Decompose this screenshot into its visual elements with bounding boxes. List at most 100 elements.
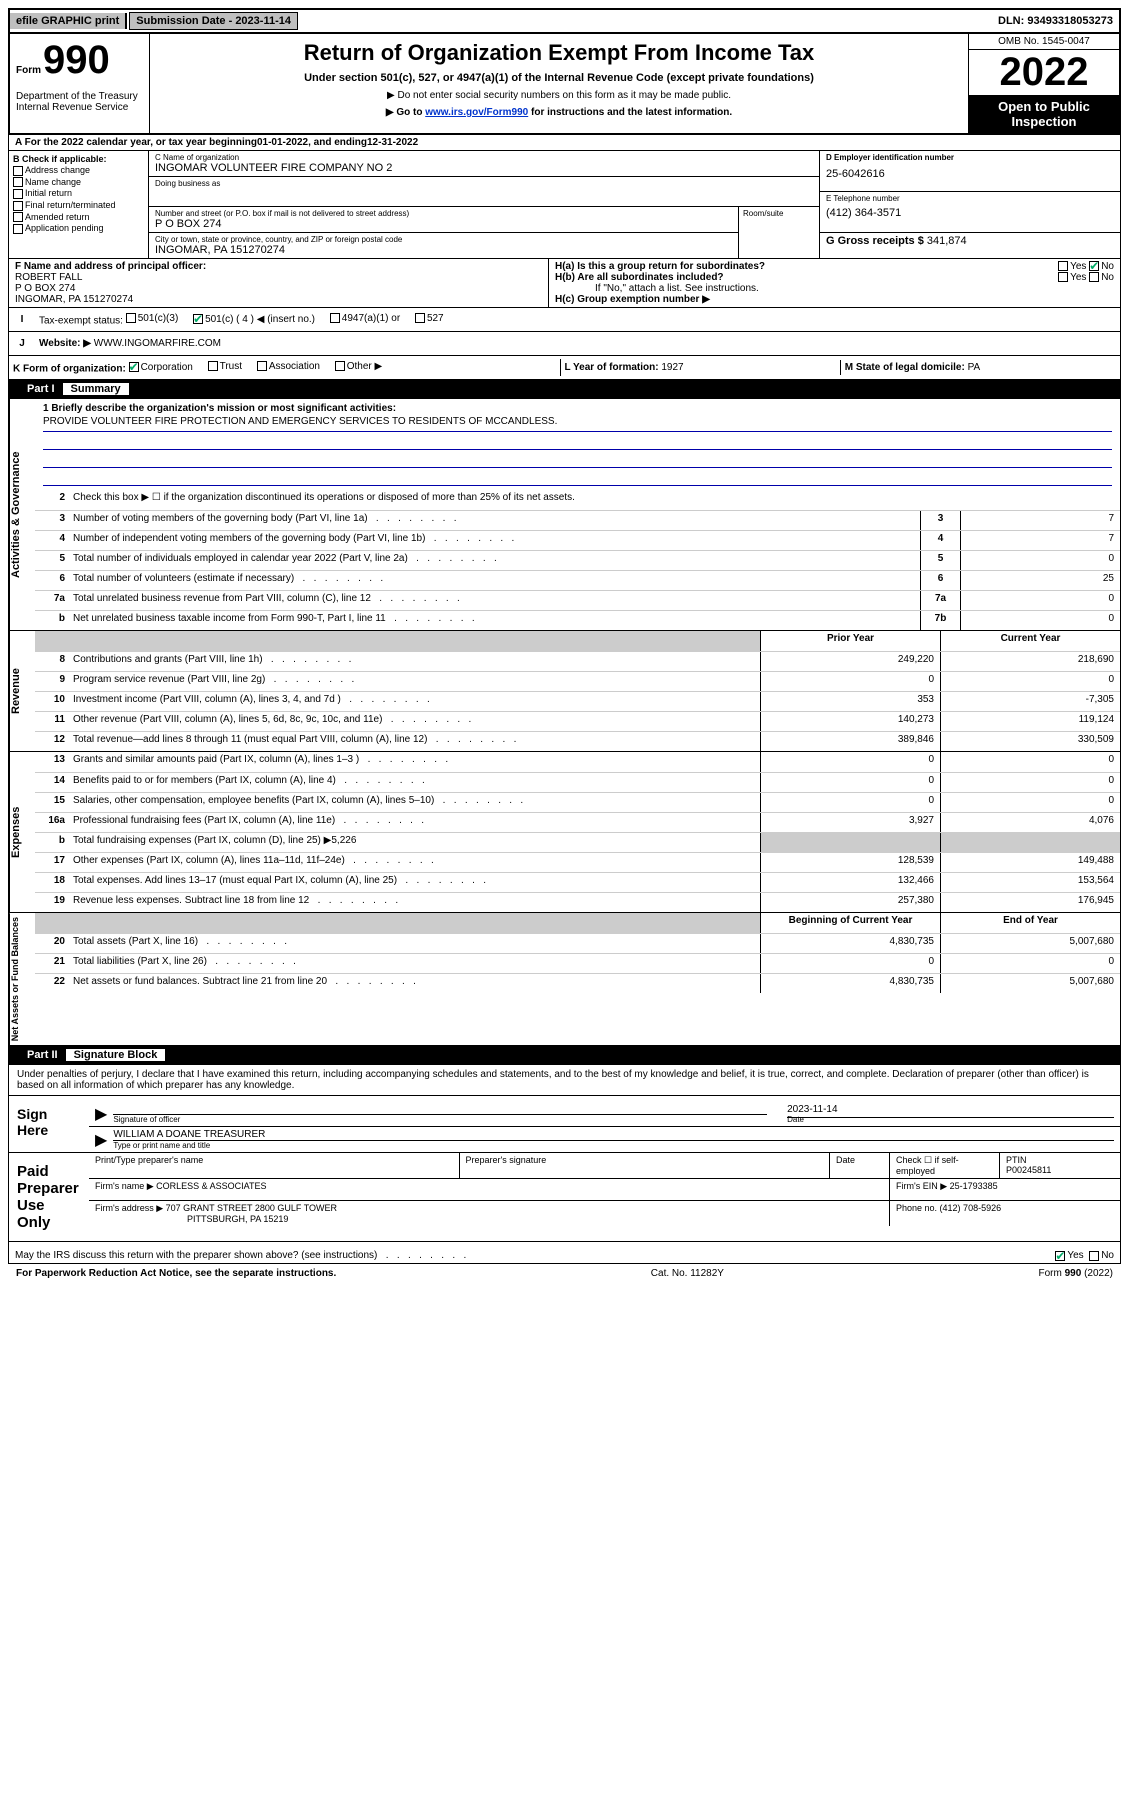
prep-h5: PTINP00245811	[1000, 1153, 1120, 1178]
na-line: 22Net assets or fund balances. Subtract …	[35, 973, 1120, 993]
line-k: K Form of organization: Corporation Trus…	[9, 359, 561, 377]
chk-app-pending[interactable]: Application pending	[13, 223, 144, 234]
gov-line: bNet unrelated business taxable income f…	[35, 610, 1120, 630]
exp-line: 14Benefits paid to or for members (Part …	[35, 772, 1120, 792]
l-label: L Year of formation:	[565, 362, 662, 373]
mission-blank1	[43, 434, 1112, 450]
mission-block: 1 Briefly describe the organization's mi…	[35, 399, 1120, 490]
na-hdr: Beginning of Current YearEnd of Year	[35, 913, 1120, 933]
part1-title: Summary	[63, 383, 129, 395]
i-body: Tax-exempt status: 501(c)(3) 501(c) ( 4 …	[35, 311, 1120, 329]
line-a-period: A For the 2022 calendar year, or tax yea…	[8, 135, 1121, 151]
sig-intro: Under penalties of perjury, I declare th…	[9, 1065, 1120, 1095]
goto-post: for instructions and the latest informat…	[531, 107, 732, 118]
addr-val: P O BOX 274	[155, 218, 732, 230]
ha-yn[interactable]: Yes No	[1058, 261, 1114, 272]
exp-line: 19Revenue less expenses. Subtract line 1…	[35, 892, 1120, 912]
chk-amended-return[interactable]: Amended return	[13, 212, 144, 223]
rev-line: 9Program service revenue (Part VIII, lin…	[35, 671, 1120, 691]
m-val: PA	[968, 362, 981, 373]
officer-name-field: WILLIAM A DOANE TREASURER Type or print …	[113, 1129, 1114, 1150]
block-c-addr: Number and street (or P.O. box if mail i…	[149, 207, 819, 258]
line-f: F Name and address of principal officer:…	[9, 259, 549, 307]
chk-corp[interactable]: Corporation	[129, 362, 193, 373]
f-addr1: P O BOX 274	[15, 283, 542, 294]
chk-4947[interactable]: 4947(a)(1) or	[330, 313, 400, 324]
revenue-block: Revenue Prior YearCurrent Year8Contribut…	[8, 631, 1121, 752]
discuss-yn[interactable]: Yes No	[1055, 1250, 1114, 1261]
exp-line: 18Total expenses. Add lines 13–17 (must …	[35, 872, 1120, 892]
exp-line: bTotal fundraising expenses (Part IX, co…	[35, 832, 1120, 852]
j-body: Website: ▶ WWW.INGOMARFIRE.COM	[35, 336, 1120, 351]
na-line: 21Total liabilities (Part X, line 26)00	[35, 953, 1120, 973]
chk-final-return[interactable]: Final return/terminated	[13, 200, 144, 211]
city-val: INGOMAR, PA 151270274	[155, 244, 732, 256]
netassets-block: Net Assets or Fund Balances Beginning of…	[8, 913, 1121, 1046]
officer-sig-field[interactable]: Signature of officer	[113, 1114, 767, 1124]
topbar: efile GRAPHIC print Submission Date - 20…	[8, 8, 1121, 34]
chk-501c3[interactable]: 501(c)(3)	[126, 313, 179, 324]
d-gross: G Gross receipts $ 341,874	[820, 233, 1120, 258]
line-fh: F Name and address of principal officer:…	[8, 259, 1121, 308]
dln-label: DLN: 93493318053273	[992, 13, 1119, 29]
i-label: Tax-exempt status:	[39, 315, 123, 326]
chk-trust[interactable]: Trust	[208, 361, 242, 372]
na-line: 20Total assets (Part X, line 16)4,830,73…	[35, 933, 1120, 953]
hb-yn[interactable]: Yes No	[1058, 272, 1114, 283]
firm-addr: Firm's address ▶ 707 GRANT STREET 2800 G…	[89, 1201, 890, 1226]
gross-label: G Gross receipts $	[826, 235, 927, 247]
form-header: Form 990 Department of the Treasury Inte…	[8, 34, 1121, 135]
part1-hdr: Part I Summary	[8, 380, 1121, 399]
chk-other[interactable]: Other ▶	[335, 361, 382, 372]
taxyear: 2022	[969, 50, 1119, 95]
prep-h2: Preparer's signature	[460, 1153, 831, 1178]
prep-hdr-row: Print/Type preparer's name Preparer's si…	[89, 1153, 1120, 1179]
gov-line: 5Total number of individuals employed in…	[35, 550, 1120, 570]
f-name: ROBERT FALL	[15, 272, 542, 283]
hb-note: If "No," attach a list. See instructions…	[555, 283, 1114, 294]
mission-blank3	[43, 470, 1112, 486]
part2-hdr: Part II Signature Block	[8, 1046, 1121, 1065]
line-j: J Website: ▶ WWW.INGOMARFIRE.COM	[8, 332, 1121, 356]
rev-lines: Prior YearCurrent Year8Contributions and…	[35, 631, 1120, 751]
submission-date-btn[interactable]: Submission Date - 2023-11-14	[129, 12, 298, 30]
prep-h1: Print/Type preparer's name	[89, 1153, 460, 1178]
part1-tag: Part I	[19, 383, 63, 395]
paid-prep-row: Paid Preparer Use Only Print/Type prepar…	[9, 1152, 1120, 1241]
sig-arrow-icon: ▶	[95, 1104, 107, 1124]
prep-h4[interactable]: Check ☐ if self-employed	[890, 1153, 1000, 1178]
chk-527[interactable]: 527	[415, 313, 444, 324]
goto-pre: ▶ Go to	[386, 107, 425, 118]
sig-date-val: 2023-11-14	[787, 1104, 1114, 1115]
d-ein: D Employer identification number 25-6042…	[820, 151, 1120, 192]
chk-address-change[interactable]: Address change	[13, 165, 144, 176]
chk-assoc[interactable]: Association	[257, 361, 320, 372]
room-suite: Room/suite	[739, 207, 819, 258]
addr-street: Number and street (or P.O. box if mail i…	[149, 207, 738, 233]
part2-tag: Part II	[19, 1049, 66, 1061]
hdr-right: OMB No. 1545-0047 2022 Open to Public In…	[969, 34, 1119, 133]
prep-firm-row: Firm's name ▶ CORLESS & ASSOCIATES Firm'…	[89, 1179, 1120, 1201]
mission-text: PROVIDE VOLUNTEER FIRE PROTECTION AND EM…	[43, 416, 1112, 432]
c-dba-label: Doing business as	[155, 179, 813, 188]
l-val: 1927	[661, 362, 683, 373]
irs-link[interactable]: www.irs.gov/Form990	[425, 107, 528, 118]
gov-lines: 1 Briefly describe the organization's mi…	[35, 399, 1120, 630]
chk-501c[interactable]: 501(c) ( 4 ) ◀ (insert no.)	[193, 314, 315, 325]
na-lines: Beginning of Current YearEnd of Year20To…	[35, 913, 1120, 1045]
block-b: B Check if applicable: Address change Na…	[9, 151, 149, 258]
ssn-note: ▶ Do not enter social security numbers o…	[168, 90, 950, 101]
rev-line: 11Other revenue (Part VIII, column (A), …	[35, 711, 1120, 731]
ha: H(a) Is this a group return for subordin…	[555, 261, 1114, 272]
block-c-dba: Doing business as	[149, 177, 819, 207]
mission-q: 1 Briefly describe the organization's mi…	[43, 403, 1112, 414]
addr-left: Number and street (or P.O. box if mail i…	[149, 207, 739, 258]
chk-initial-return[interactable]: Initial return	[13, 188, 144, 199]
vtab-gov: Activities & Governance	[9, 399, 35, 630]
sign-here-row: Sign Here ▶ Signature of officer 2023-11…	[9, 1095, 1120, 1152]
firm-ein: Firm's EIN ▶ 25-1793385	[890, 1179, 1120, 1200]
efile-graphic-label: efile GRAPHIC print	[10, 13, 127, 29]
j-val: WWW.INGOMARFIRE.COM	[94, 338, 221, 349]
chk-name-change[interactable]: Name change	[13, 177, 144, 188]
hb: H(b) Are all subordinates included?Yes N…	[555, 272, 1114, 283]
